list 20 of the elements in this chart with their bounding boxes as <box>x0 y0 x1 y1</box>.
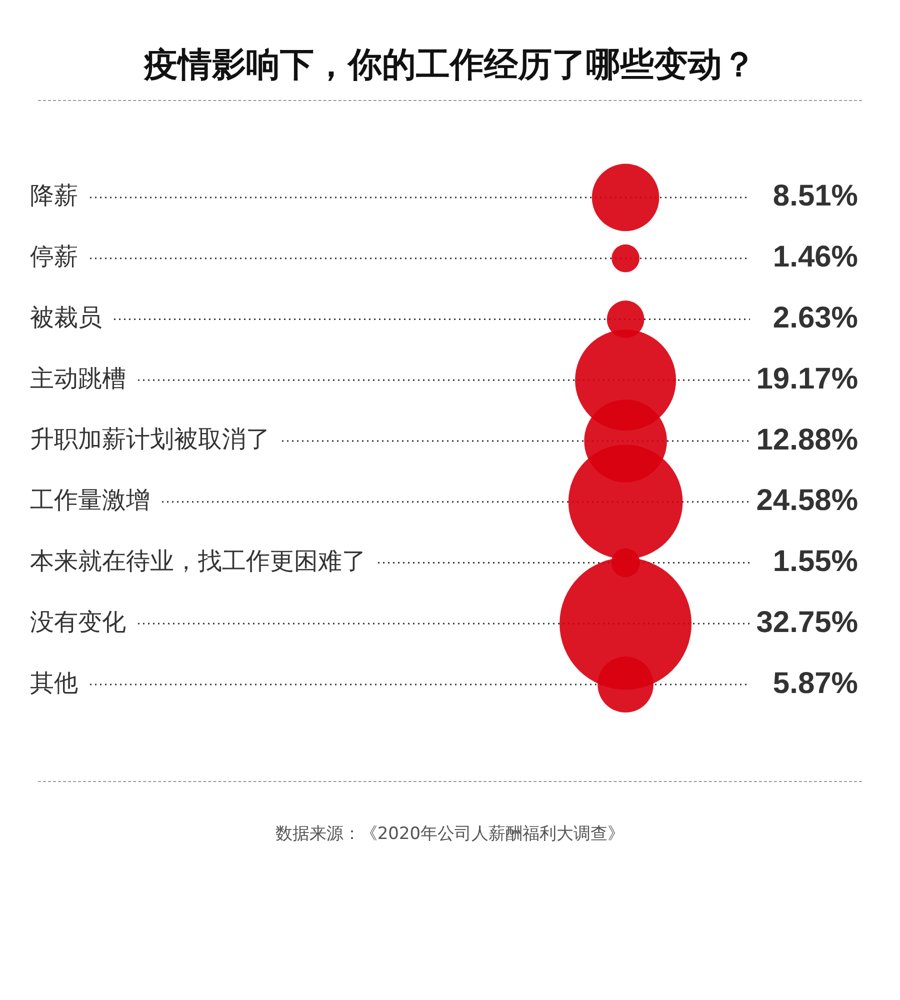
data-label: 1.46% <box>772 240 858 274</box>
data-label: 5.87% <box>772 666 858 700</box>
data-label: 19.17% <box>756 362 858 396</box>
category-label: 本来就在待业，找工作更困难了 <box>30 547 366 576</box>
category-label: 被裁员 <box>30 303 102 332</box>
category-label: 工作量激增 <box>30 486 150 514</box>
source-note: 数据来源：《2020年公司人薪酬福利大调查》 <box>274 823 626 845</box>
category-label: 降薪 <box>30 182 78 210</box>
data-label: 8.51% <box>772 180 858 213</box>
category-label: 没有变化 <box>30 608 126 636</box>
text: 疫情影响下，你的工作经历了哪些变动？ <box>142 44 757 87</box>
data-label: 12.88% <box>756 423 858 456</box>
data-label: 2.63% <box>772 301 858 334</box>
category-label: 主动跳槽 <box>30 364 126 392</box>
data-label: 24.58% <box>756 484 858 518</box>
category-label: 其他 <box>30 668 78 697</box>
data-label: 32.75% <box>756 606 858 639</box>
category-label: 升职加薪计划被取消了 <box>30 425 270 454</box>
category-label: 停薪 <box>30 242 78 271</box>
data-label: 1.55% <box>772 545 858 578</box>
